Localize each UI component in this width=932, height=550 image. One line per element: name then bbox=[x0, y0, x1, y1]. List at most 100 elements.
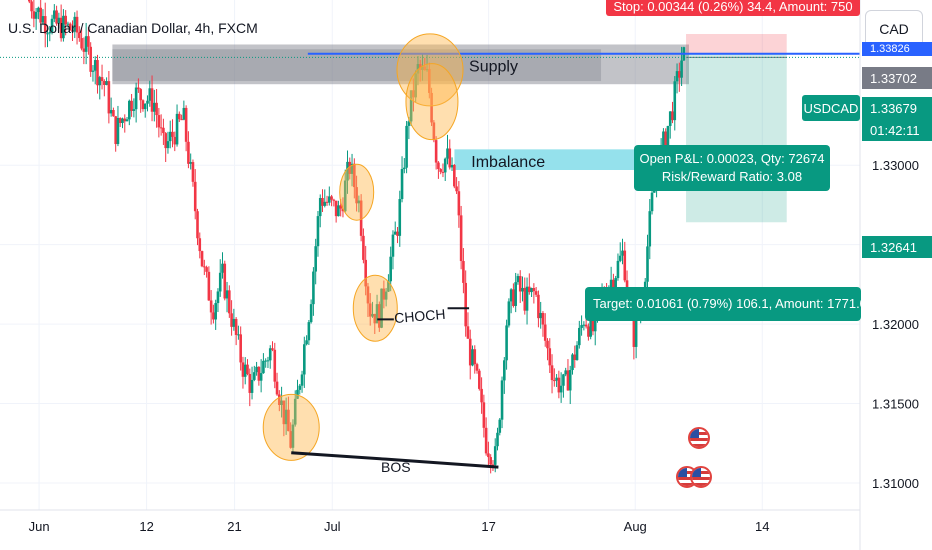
candle-body bbox=[228, 290, 231, 314]
imbalance-zone bbox=[454, 149, 662, 170]
currency-button[interactable]: CAD bbox=[865, 10, 923, 48]
candle-body bbox=[266, 360, 270, 362]
candle-body bbox=[546, 340, 549, 349]
candle-body bbox=[282, 400, 286, 425]
candle-body bbox=[518, 276, 522, 292]
candle-body bbox=[378, 304, 381, 328]
candle-body bbox=[182, 107, 186, 120]
candle-body bbox=[498, 419, 502, 433]
candle-body bbox=[250, 379, 254, 393]
candle-body bbox=[573, 354, 577, 361]
candle-body bbox=[82, 48, 86, 52]
candle-body bbox=[459, 215, 463, 262]
candle-body bbox=[255, 366, 258, 373]
candle-body bbox=[532, 288, 536, 292]
candle-body bbox=[64, 15, 67, 25]
candle-body bbox=[103, 81, 106, 85]
candle-body bbox=[300, 374, 304, 386]
highlight-circle bbox=[339, 163, 375, 221]
candle-body bbox=[218, 272, 222, 292]
candle-body bbox=[271, 348, 274, 350]
candle-body bbox=[312, 271, 315, 305]
candle-body bbox=[184, 107, 188, 142]
candle-body bbox=[473, 349, 477, 365]
candle-body bbox=[668, 111, 672, 126]
candle-body bbox=[416, 64, 420, 74]
candle-body bbox=[446, 148, 449, 159]
candle-body bbox=[241, 362, 245, 377]
candle-body bbox=[430, 92, 433, 123]
candle-body bbox=[412, 90, 415, 98]
candle-body bbox=[587, 326, 590, 337]
bos-line bbox=[291, 451, 499, 469]
candle-body bbox=[634, 315, 638, 347]
candle-body bbox=[612, 279, 615, 291]
candle-body bbox=[330, 196, 333, 200]
candle-body bbox=[346, 161, 349, 181]
candle-body bbox=[175, 113, 179, 145]
candle-body bbox=[466, 326, 470, 339]
candle-body bbox=[171, 131, 174, 137]
candle-body bbox=[84, 36, 88, 52]
supply-zone bbox=[112, 44, 689, 85]
highlight-circle bbox=[352, 274, 398, 342]
candle-body bbox=[541, 312, 545, 325]
candle-body bbox=[368, 303, 372, 317]
candle-body bbox=[509, 289, 513, 302]
candle-body bbox=[125, 119, 129, 122]
candle-body bbox=[584, 324, 588, 327]
candle-body bbox=[362, 235, 365, 260]
candle-body bbox=[257, 366, 261, 381]
candle-body bbox=[307, 322, 311, 341]
candle-body bbox=[216, 291, 220, 304]
candle-body bbox=[316, 216, 320, 247]
candle-body bbox=[298, 385, 302, 390]
candle-body bbox=[209, 300, 213, 313]
candle-body bbox=[609, 279, 613, 289]
candle-body bbox=[107, 81, 111, 114]
candle-body bbox=[193, 181, 197, 212]
candle-body bbox=[71, 30, 74, 32]
bos-label: BOS bbox=[381, 459, 411, 475]
candle-body bbox=[221, 263, 224, 273]
candle-body bbox=[582, 324, 586, 326]
candle-body bbox=[405, 125, 408, 168]
candle-body bbox=[666, 125, 670, 148]
candle-body bbox=[528, 286, 531, 293]
candle-body bbox=[339, 205, 342, 209]
candle-body bbox=[478, 370, 481, 389]
candle-body bbox=[191, 162, 195, 182]
candle-body bbox=[482, 402, 486, 428]
us-flag-icon[interactable] bbox=[688, 427, 710, 449]
candle-body bbox=[614, 278, 617, 291]
candle-body bbox=[275, 381, 279, 395]
candle-body bbox=[73, 16, 77, 32]
candle-body bbox=[68, 23, 72, 31]
candle-body bbox=[559, 385, 563, 393]
candle-body bbox=[39, 7, 42, 23]
candle-body bbox=[343, 180, 347, 212]
candle-body bbox=[616, 260, 620, 279]
candle-body bbox=[593, 312, 597, 332]
candle-body bbox=[396, 231, 399, 236]
candle-body bbox=[632, 316, 636, 347]
candle-body bbox=[423, 66, 427, 71]
candle-body bbox=[680, 60, 683, 78]
candle-body bbox=[268, 348, 272, 361]
candle-body bbox=[166, 141, 170, 149]
target-price-label: 1.32641 bbox=[862, 236, 932, 258]
y-tick-label: 1.31500 bbox=[872, 397, 919, 412]
x-tick-label: 17 bbox=[481, 519, 495, 534]
candle-body bbox=[398, 199, 402, 236]
event-flag-icon[interactable] bbox=[690, 466, 712, 488]
candle-body bbox=[366, 286, 370, 304]
candle-body bbox=[384, 291, 388, 300]
candle-body bbox=[264, 360, 267, 362]
candle-body bbox=[148, 88, 152, 101]
candle-body bbox=[43, 16, 47, 34]
highlight-circle bbox=[396, 33, 464, 107]
candle-body bbox=[521, 287, 524, 292]
candle-body bbox=[484, 427, 488, 454]
candle-body bbox=[137, 87, 140, 90]
